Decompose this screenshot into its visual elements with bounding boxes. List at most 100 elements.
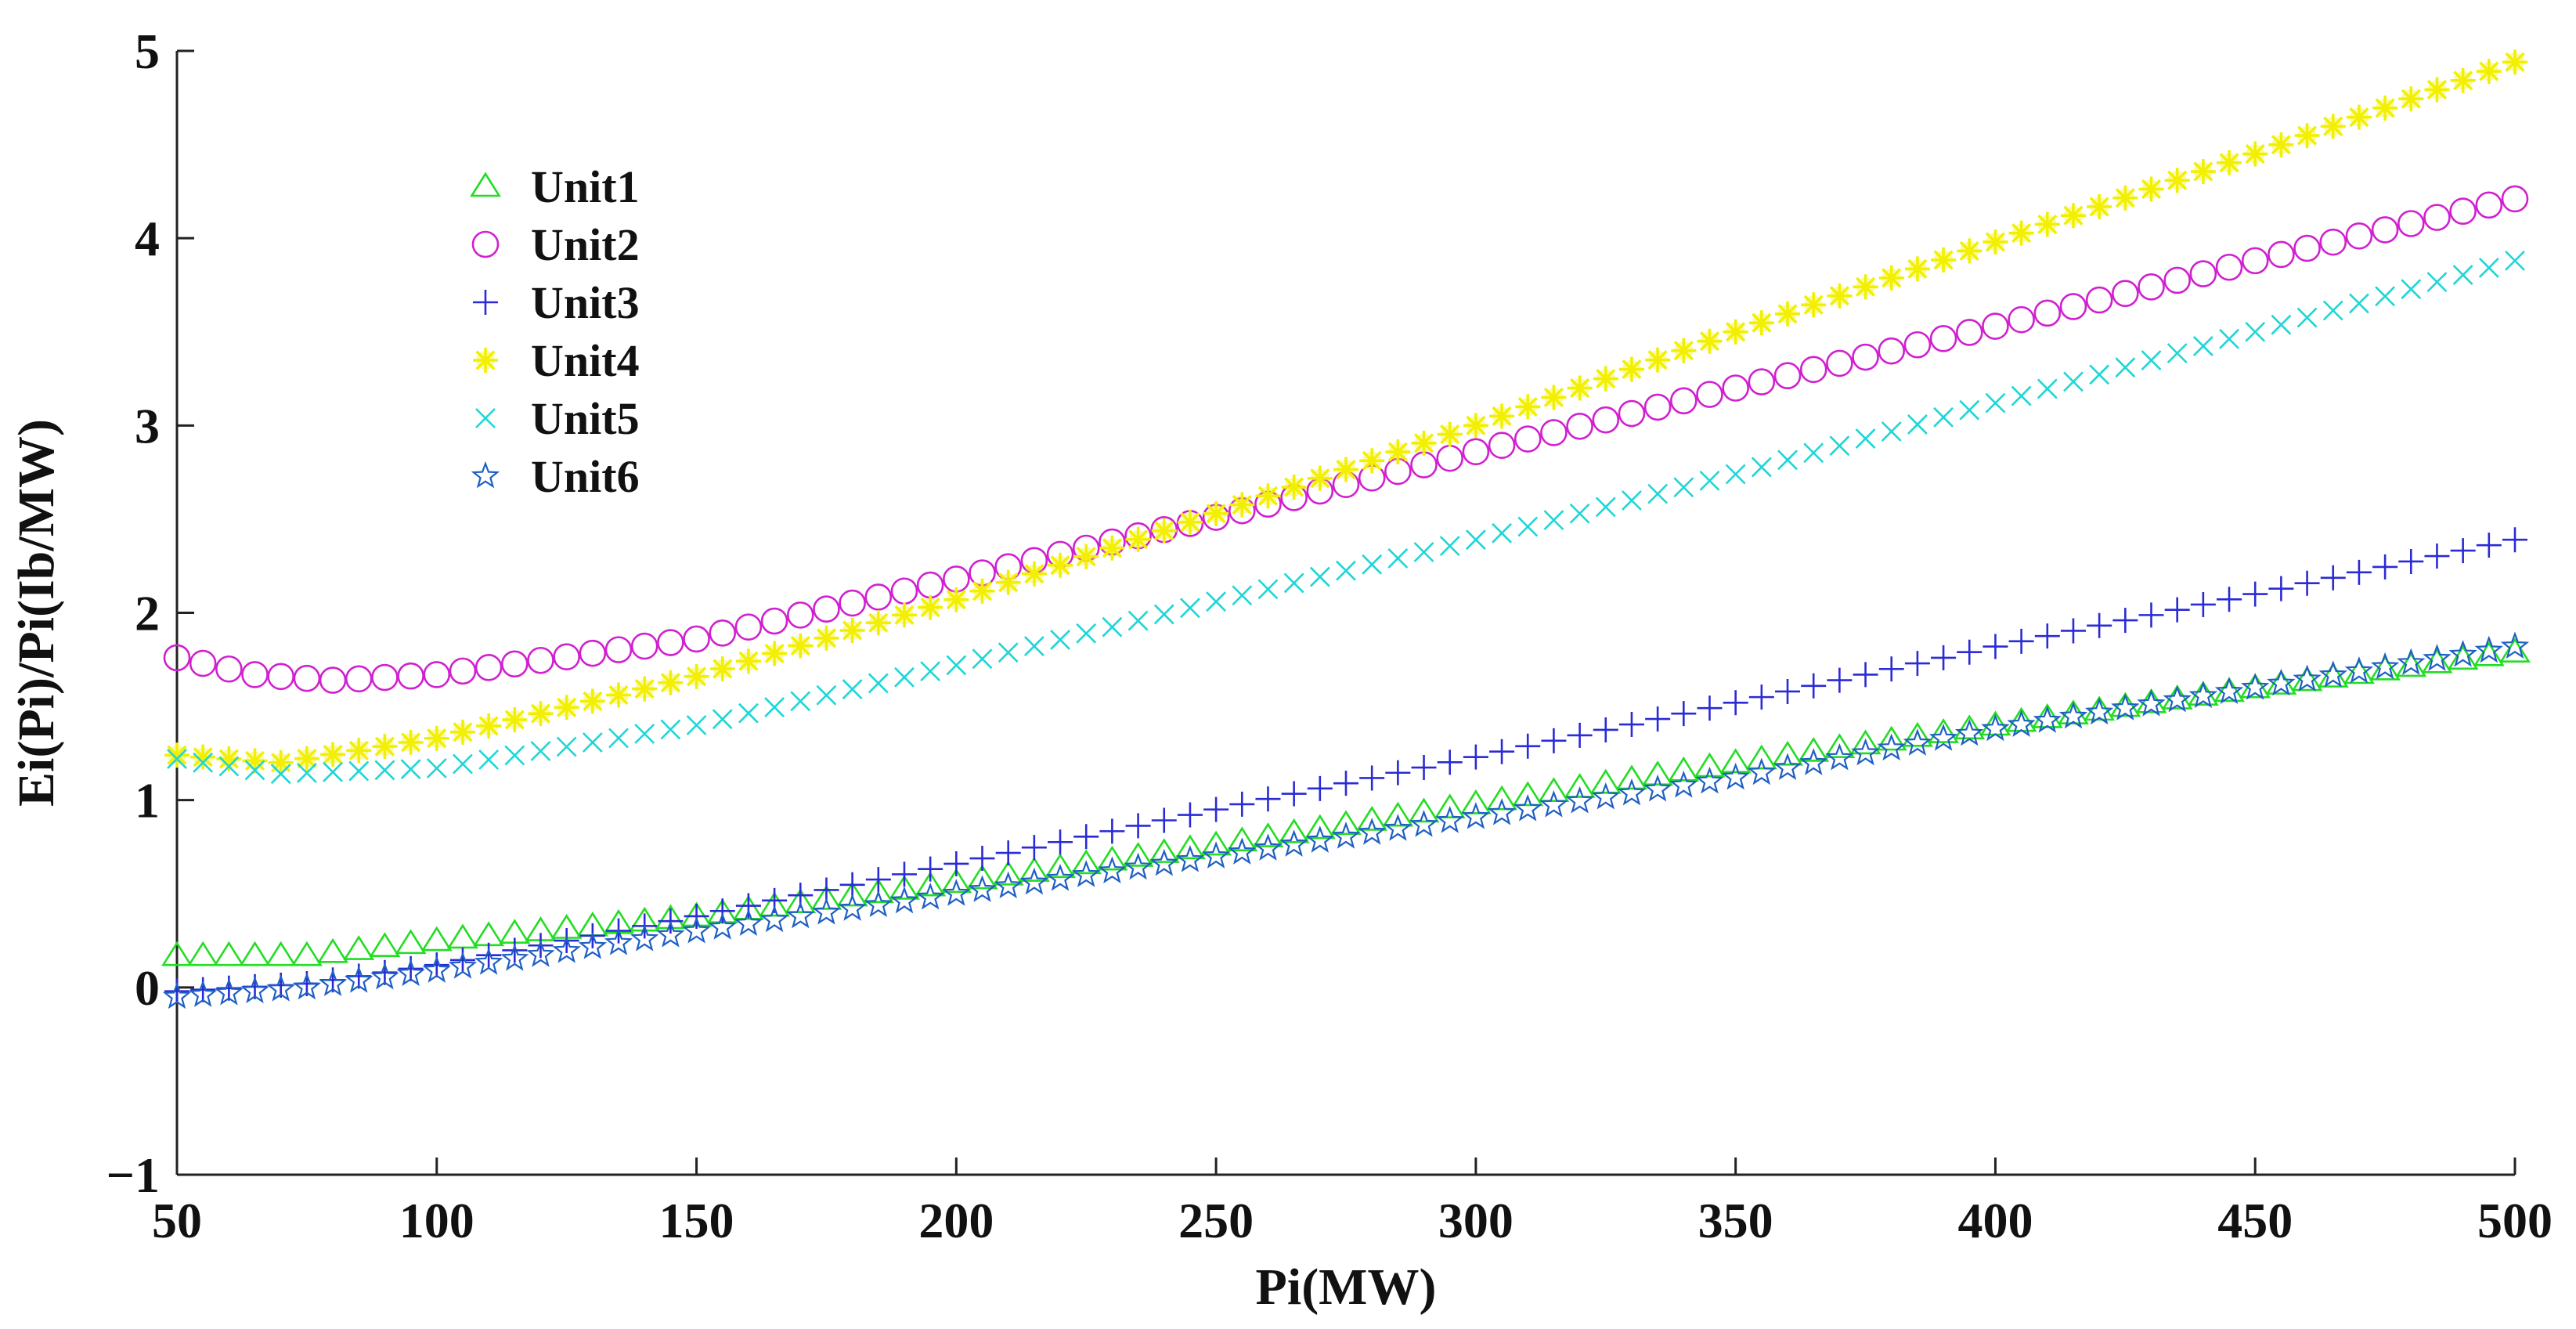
data-point [1257,579,1279,600]
data-point [1023,636,1044,656]
data-point [1177,509,1203,535]
data-point [2421,648,2453,674]
data-point [1694,752,1726,778]
data-point [2188,681,2218,709]
data-point [2063,371,2084,392]
data-point [966,864,998,890]
data-point [2141,350,2162,371]
data-point [1929,325,1957,352]
data-point [164,742,189,768]
data-point [1721,762,1750,790]
data-point [1643,774,1672,802]
data-point [918,856,943,882]
data-point [2189,260,2217,287]
series-unit5 [167,250,2525,785]
legend-item: Unit3 [473,277,640,328]
data-point [762,641,788,666]
data-point [502,707,528,733]
data-point [864,890,893,918]
data-point [1021,835,1047,861]
x-tick-label: 300 [1438,1193,1513,1248]
data-point [1616,764,1647,790]
data-point [1825,742,1854,771]
data-point [474,654,503,681]
data-point [864,583,893,611]
data-point [2138,176,2164,202]
data-point [1489,739,1515,764]
data-point [294,746,319,771]
data-point [266,974,295,1002]
data-point [526,940,555,967]
data-point [1878,265,1904,291]
data-point [1931,247,1957,273]
data-point [2476,59,2502,85]
data-point [1151,807,1177,833]
data-point [2239,673,2271,699]
data-point [1772,740,1803,766]
x-tick-label: 450 [2217,1193,2293,1248]
data-point [2395,652,2427,677]
data-point [2293,664,2322,692]
data-point [292,972,322,1000]
data-point [244,760,265,781]
data-point [632,676,658,702]
data-point [528,933,554,959]
data-point [1669,770,1698,798]
data-point [2112,608,2138,634]
x-tick-label: 200 [918,1193,994,1248]
x-tick-label: 100 [399,1193,474,1248]
data-point [708,912,738,940]
data-point [476,713,502,739]
data-point [1411,755,1437,781]
data-point [2034,623,2060,649]
data-point [1048,829,1073,855]
data-point [345,665,373,693]
data-point [1384,814,1412,841]
legend-label: Unit5 [531,393,640,444]
data-point [894,666,915,688]
data-point [1175,845,1205,872]
data-point [1232,585,1253,606]
data-point [370,962,399,990]
data-point [1824,733,1856,759]
data-point [712,709,733,730]
data-point [1931,645,1957,670]
data-point [317,937,349,963]
data-point [1096,845,1128,871]
data-point [2164,168,2190,193]
data-point [1567,375,1593,401]
data-point [2318,660,2347,688]
y-tick-label: 0 [135,960,160,1016]
data-point [1019,867,1049,895]
data-point [2322,300,2343,321]
legend-item: Unit6 [471,451,640,502]
data-point [1252,822,1284,847]
data-point [1875,725,1907,751]
data-point [1849,729,1881,755]
data-point [528,701,554,727]
data-point [1852,343,1879,371]
data-point [1410,451,1438,479]
data-point [1102,616,1123,637]
data-point [709,656,735,682]
data-point [1125,813,1151,839]
data-point [1540,419,1568,446]
data-point [2452,265,2473,285]
data-point [500,944,529,971]
data-point [2423,204,2451,231]
data-point [810,884,842,910]
data-point [1408,797,1440,823]
data-point [2087,193,2112,219]
data-point [1829,435,1850,457]
data-point [1487,798,1517,825]
data-point [369,932,401,957]
data-point [1591,782,1620,810]
data-point [1434,793,1466,819]
data-point [213,941,245,966]
data-point [1359,765,1385,791]
data-point [656,919,685,948]
plot-axes [175,51,2515,1176]
data-point [1073,544,1099,569]
data-point [709,898,735,924]
data-point [398,729,424,755]
